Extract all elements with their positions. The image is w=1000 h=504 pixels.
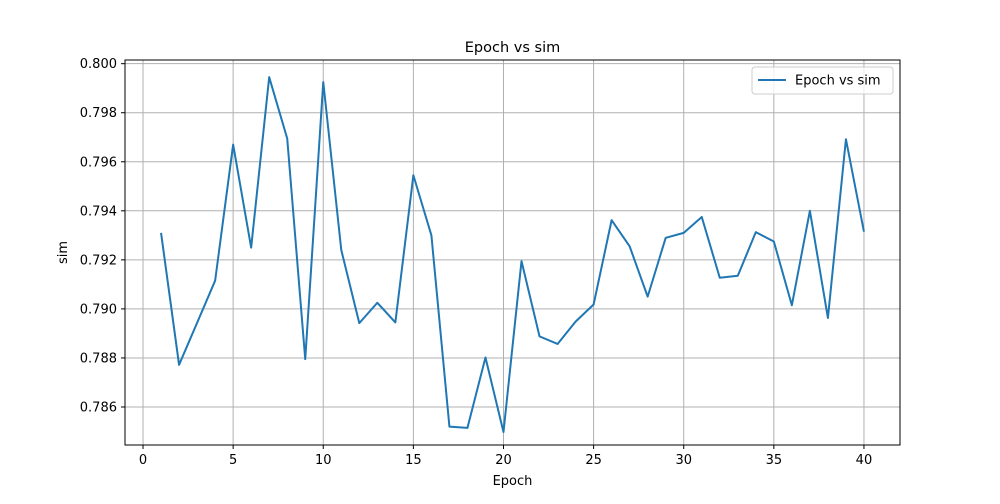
data-point <box>304 358 306 360</box>
y-axis-label: sim <box>56 241 71 264</box>
data-point <box>160 232 162 234</box>
x-tick-label: 20 <box>495 453 512 468</box>
data-point <box>719 277 721 279</box>
grid-lines <box>125 60 900 445</box>
x-tick-label: 0 <box>139 453 147 468</box>
x-tick-label: 40 <box>856 453 873 468</box>
x-tick-label: 10 <box>315 453 332 468</box>
y-axis-ticks: 0.786 0.788 0.790 0.792 0.794 0.796 0.798 0.800 <box>80 57 125 415</box>
y-tick-label: 0.792 <box>80 253 117 268</box>
data-point <box>448 426 450 428</box>
data-point <box>611 219 613 221</box>
data-point <box>521 260 523 262</box>
data-point <box>755 231 757 233</box>
data-point <box>322 81 324 83</box>
data-point <box>647 296 649 298</box>
y-tick-label: 0.786 <box>80 400 117 415</box>
data-point <box>394 321 396 323</box>
data-point <box>502 431 504 433</box>
legend-label: Epoch vs sim <box>795 74 881 89</box>
y-tick-label: 0.790 <box>80 302 117 317</box>
data-point <box>250 247 252 249</box>
data-point <box>286 137 288 139</box>
series-line <box>160 76 865 433</box>
data-point <box>214 280 216 282</box>
data-point <box>196 322 198 324</box>
data-point <box>701 216 703 218</box>
y-tick-label: 0.800 <box>80 57 117 72</box>
data-point <box>737 275 739 277</box>
data-point <box>412 174 414 176</box>
x-tick-label: 35 <box>766 453 783 468</box>
series-layer <box>160 76 865 433</box>
data-point <box>484 356 486 358</box>
data-point <box>845 138 847 140</box>
data-point <box>575 321 577 323</box>
y-tick-label: 0.796 <box>80 155 117 170</box>
data-point <box>466 427 468 429</box>
data-point <box>232 144 234 146</box>
x-tick-label: 5 <box>229 453 237 468</box>
data-point <box>809 210 811 212</box>
data-point <box>791 304 793 306</box>
data-point <box>773 240 775 242</box>
data-point <box>557 343 559 345</box>
data-point <box>340 249 342 251</box>
data-point <box>665 237 667 239</box>
data-point <box>268 76 270 78</box>
data-point <box>376 302 378 304</box>
chart-title: Epoch vs sim <box>465 40 560 56</box>
data-point <box>430 234 432 236</box>
y-tick-label: 0.788 <box>80 351 117 366</box>
plot-frame <box>124 59 901 446</box>
data-point <box>358 322 360 324</box>
y-tick-label: 0.794 <box>80 204 117 219</box>
legend: Epoch vs sim <box>751 66 894 95</box>
data-point <box>539 335 541 337</box>
y-tick-label: 0.798 <box>80 106 117 121</box>
x-tick-label: 25 <box>585 453 602 468</box>
legend-box <box>751 66 894 95</box>
data-point <box>827 317 829 319</box>
data-point <box>629 245 631 247</box>
x-tick-label: 15 <box>405 453 422 468</box>
x-axis-label: Epoch <box>493 474 533 489</box>
x-axis-ticks: 0 5 10 15 20 25 30 35 40 <box>139 445 872 468</box>
data-point <box>593 303 595 305</box>
data-point <box>863 231 865 233</box>
data-point <box>683 232 685 234</box>
data-point <box>178 364 180 366</box>
x-tick-label: 30 <box>675 453 692 468</box>
